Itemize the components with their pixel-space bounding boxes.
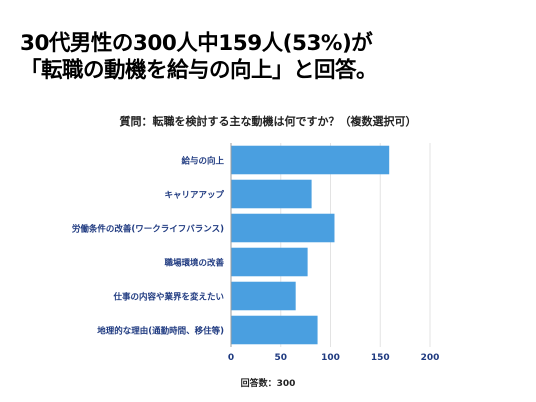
bar — [231, 281, 296, 311]
bar — [231, 179, 312, 209]
headline: 30代男性の300人中159人(53%)が 「転職の動機を給与の向上」と回答。 — [20, 30, 530, 84]
headline-line-1: 30代男性の300人中159人(53%)が — [20, 31, 373, 56]
category-label: 労働条件の改善(ワークライフバランス) — [72, 224, 224, 235]
x-tick-label: 0 — [228, 353, 234, 363]
bar — [231, 247, 308, 277]
x-tick-label: 150 — [371, 353, 390, 363]
response-count: 回答数：300 — [240, 379, 296, 389]
x-tick-labels: 0 50 100 150 200 — [228, 353, 440, 363]
gridlines — [280, 143, 431, 347]
x-tick-label: 100 — [321, 353, 340, 363]
category-label: 地理的な理由(通勤時間、移住等) — [97, 326, 224, 337]
chart-question-title: 質問：転職を検討する主な動機は何ですか？（複数選択可） — [119, 115, 417, 128]
bars — [231, 145, 390, 345]
category-label: キャリアアップ — [164, 190, 224, 201]
category-label: 仕事の内容や業界を変えたい — [112, 292, 224, 303]
category-label: 給与の向上 — [181, 156, 224, 167]
headline-line-2: 「転職の動機を給与の向上」と回答。 — [20, 58, 378, 83]
bar — [231, 213, 335, 243]
x-tick-label: 50 — [274, 353, 287, 363]
bar — [231, 145, 390, 175]
category-label: 職場環境の改善 — [164, 258, 224, 269]
bar — [231, 315, 318, 345]
x-tick-label: 200 — [421, 353, 440, 363]
